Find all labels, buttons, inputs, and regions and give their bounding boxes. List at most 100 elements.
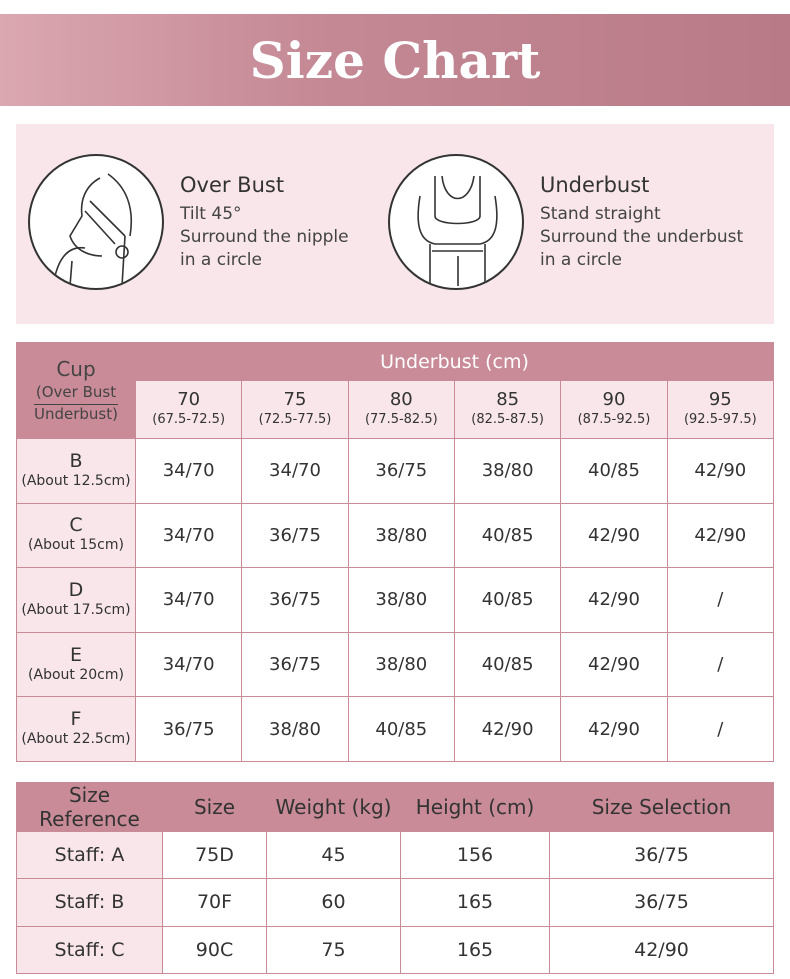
size-range: (67.5-72.5) (152, 411, 226, 427)
table-row: Staff: A 75D 45 156 36/75 (16, 830, 774, 880)
size-cell: / (666, 631, 775, 698)
guide-line: Tilt 45° (180, 203, 242, 224)
size-cell: / (666, 696, 775, 762)
reference-cell: 75 (266, 925, 401, 974)
reference-cell: 36/75 (549, 830, 774, 880)
size-table: Cup (Over Bust Underbust) Underbust (cm)… (16, 342, 775, 762)
table-row: F (About 22.5cm) 36/75 38/80 40/85 42/90 42/90… (16, 696, 775, 762)
reference-cell: Staff: A (16, 830, 163, 880)
guide-over-bust: Over Bust Tilt 45° Surround the nipple i… (28, 154, 349, 290)
table-row: E (About 20cm) 34/70 36/75 38/80 40/85 42/90/ (16, 631, 775, 698)
size-value: 75 (283, 388, 307, 410)
reference-cell: 165 (400, 925, 550, 974)
size-cell: 34/70 (134, 567, 243, 633)
guide-title: Over Bust (180, 172, 285, 197)
size-column-header: 80 (77.5-82.5) (347, 380, 455, 439)
size-value: 80 (389, 388, 413, 410)
cup-difference: (About 17.5cm) (21, 601, 131, 618)
cup-letter: C (69, 514, 83, 537)
size-range: (72.5-77.5) (258, 411, 332, 427)
size-cell: / (666, 567, 775, 633)
size-cell: 38/80 (453, 438, 562, 504)
size-value: 95 (708, 388, 732, 410)
size-cell: 40/85 (453, 502, 562, 569)
reference-cell: 165 (400, 878, 550, 927)
size-cell: 42/90 (453, 696, 562, 762)
size-cell: 40/85 (560, 438, 668, 504)
reference-header: Size (162, 782, 267, 832)
size-cell: 40/85 (347, 696, 455, 762)
cup-difference: (About 22.5cm) (21, 731, 131, 748)
size-cell: 40/85 (453, 567, 562, 633)
guide-line: Stand straight (540, 203, 661, 224)
cup-cell: C (About 15cm) (16, 502, 136, 569)
size-value: 70 (177, 388, 201, 410)
cup-difference: (About 12.5cm) (21, 472, 131, 489)
size-value: 90 (602, 388, 626, 410)
underbust-illustration-icon (388, 154, 524, 290)
table-row: C (About 15cm) 34/70 36/75 38/80 40/85 42/90 42… (16, 502, 775, 569)
guide-underbust: Underbust Stand straight Surround the un… (388, 154, 743, 290)
table-row: B (About 12.5cm) 34/70 34/70 36/75 38/80 40/85… (16, 438, 775, 504)
reference-cell: 75D (162, 830, 267, 880)
size-cell: 40/85 (453, 631, 562, 698)
size-cell: 42/90 (560, 567, 668, 633)
size-cell: 42/90 (666, 502, 775, 569)
reference-cell: 90C (162, 925, 267, 974)
over-bust-illustration-icon (28, 154, 164, 290)
size-cell: 42/90 (666, 438, 775, 504)
table-row: D (About 17.5cm) 34/70 36/75 38/80 40/85 42/90… (16, 567, 775, 633)
size-cell: 34/70 (134, 438, 243, 504)
title-banner: Size Chart (0, 14, 790, 106)
size-cell: 36/75 (241, 631, 349, 698)
size-range: (87.5-92.5) (577, 411, 651, 427)
reference-header: Height (cm) (400, 782, 550, 832)
size-range: (82.5-87.5) (471, 411, 545, 427)
size-cell: 36/75 (347, 438, 455, 504)
cup-letter: F (70, 708, 82, 731)
size-cell: 34/70 (134, 631, 243, 698)
cup-header: Cup (Over Bust Underbust) (16, 342, 136, 439)
measurement-guide: Over Bust Tilt 45° Surround the nipple i… (16, 124, 774, 324)
table-row: Staff: B 70F 60 165 36/75 (16, 878, 774, 927)
reference-cell: Staff: C (16, 925, 163, 974)
cup-header-sub: (Over Bust (35, 382, 117, 401)
reference-table: Size Reference Size Weight (kg) Height (cm)… (16, 782, 774, 974)
reference-header: Size Reference (16, 782, 163, 832)
size-cell: 36/75 (134, 696, 243, 762)
reference-header: Size Selection (549, 782, 774, 832)
guide-title: Underbust (540, 172, 650, 197)
reference-cell: 36/75 (549, 878, 774, 927)
cup-letter: D (68, 578, 84, 601)
size-cell: 36/75 (241, 502, 349, 569)
cup-header-label: Cup (56, 356, 96, 381)
reference-header: Weight (kg) (266, 782, 401, 832)
size-range: (92.5-97.5) (683, 411, 757, 427)
size-column-header: 75 (72.5-77.5) (241, 380, 349, 439)
size-cell: 42/90 (560, 502, 668, 569)
reference-cell: 60 (266, 878, 401, 927)
size-column-header: 90 (87.5-92.5) (560, 380, 668, 439)
size-range: (77.5-82.5) (364, 411, 438, 427)
guide-line: in a circle (540, 249, 622, 270)
guide-line: Surround the underbust (540, 226, 744, 247)
reference-cell: Staff: B (16, 878, 163, 927)
size-column-header: 70 (67.5-72.5) (134, 380, 243, 439)
size-cell: 38/80 (347, 502, 455, 569)
size-cell: 42/90 (560, 631, 668, 698)
cup-difference: (About 15cm) (28, 537, 124, 554)
size-column-header: 85 (82.5-87.5) (453, 380, 562, 439)
cup-header-sub: Underbust) (34, 404, 118, 423)
reference-cell: 156 (400, 830, 550, 880)
page-title: Size Chart (249, 30, 541, 90)
cup-cell: D (About 17.5cm) (16, 567, 136, 633)
size-cell: 38/80 (347, 567, 455, 633)
guide-line: in a circle (180, 249, 262, 270)
reference-cell: 45 (266, 830, 401, 880)
guide-line: Surround the nipple (180, 226, 349, 247)
cup-letter: B (69, 449, 83, 472)
reference-cell: 42/90 (549, 925, 774, 974)
reference-cell: 70F (162, 878, 267, 927)
size-cell: 36/75 (241, 567, 349, 633)
underbust-header: Underbust (cm) (135, 342, 774, 381)
